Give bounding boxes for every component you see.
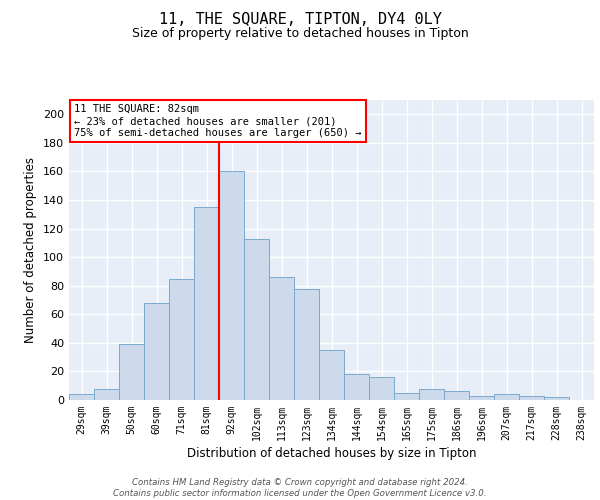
Bar bbox=[394, 393, 419, 400]
Y-axis label: Number of detached properties: Number of detached properties bbox=[25, 157, 37, 343]
Bar bbox=[419, 388, 444, 400]
Bar bbox=[544, 397, 569, 400]
Bar bbox=[319, 350, 344, 400]
Bar bbox=[519, 396, 544, 400]
Bar bbox=[219, 172, 244, 400]
Bar bbox=[244, 238, 269, 400]
Text: 11 THE SQUARE: 82sqm
← 23% of detached houses are smaller (201)
75% of semi-deta: 11 THE SQUARE: 82sqm ← 23% of detached h… bbox=[74, 104, 362, 138]
Text: Contains HM Land Registry data © Crown copyright and database right 2024.
Contai: Contains HM Land Registry data © Crown c… bbox=[113, 478, 487, 498]
Bar bbox=[169, 278, 194, 400]
Text: 11, THE SQUARE, TIPTON, DY4 0LY: 11, THE SQUARE, TIPTON, DY4 0LY bbox=[158, 12, 442, 28]
Bar bbox=[494, 394, 519, 400]
Bar bbox=[369, 377, 394, 400]
X-axis label: Distribution of detached houses by size in Tipton: Distribution of detached houses by size … bbox=[187, 447, 476, 460]
Bar bbox=[269, 277, 294, 400]
Bar bbox=[144, 303, 169, 400]
Bar bbox=[444, 392, 469, 400]
Bar bbox=[469, 396, 494, 400]
Bar bbox=[119, 344, 144, 400]
Bar bbox=[294, 288, 319, 400]
Bar bbox=[94, 388, 119, 400]
Bar bbox=[69, 394, 94, 400]
Bar bbox=[194, 207, 219, 400]
Text: Size of property relative to detached houses in Tipton: Size of property relative to detached ho… bbox=[131, 28, 469, 40]
Bar bbox=[344, 374, 369, 400]
